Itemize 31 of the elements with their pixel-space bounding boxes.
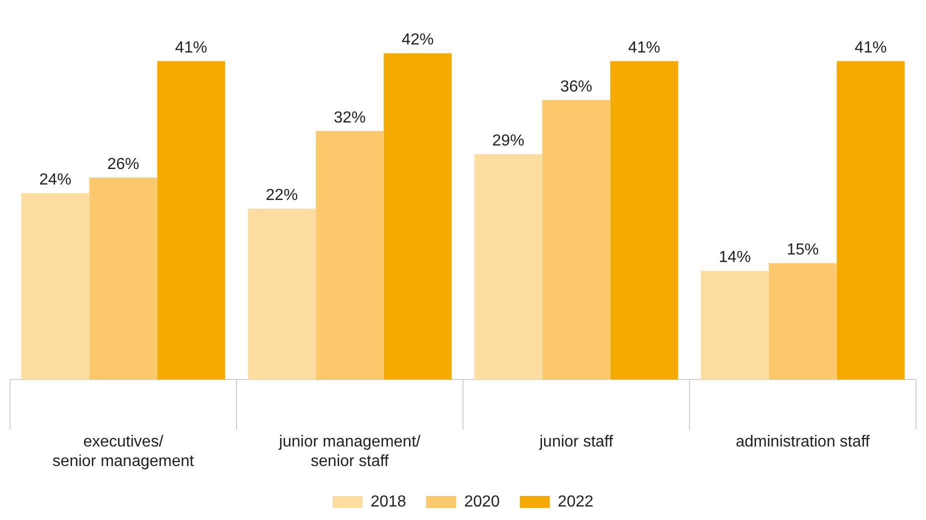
bar: [157, 61, 226, 380]
data-label: 24%: [39, 172, 72, 189]
data-label: 41%: [854, 39, 887, 56]
x-tick-label: junior management/ senior staff: [278, 434, 422, 470]
bar: [474, 154, 542, 380]
data-label: 26%: [107, 156, 140, 174]
data-label: 22%: [266, 187, 298, 204]
bar: [316, 130, 384, 380]
legend-label: 2022: [558, 493, 594, 510]
bar: [21, 193, 90, 380]
data-label: 29%: [492, 132, 524, 150]
bar: [542, 100, 610, 380]
legend-label: 2020: [464, 493, 500, 510]
bar: [89, 178, 158, 380]
x-tick-label: junior staff: [538, 434, 614, 451]
bar: [384, 53, 452, 380]
bar: [768, 263, 837, 380]
legend-label: 2018: [370, 493, 406, 510]
data-label: 32%: [334, 109, 366, 126]
data-label: 14%: [718, 249, 751, 266]
data-label: 42%: [402, 32, 434, 49]
bar: [248, 208, 316, 380]
bar: [700, 270, 769, 380]
data-label: 36%: [560, 78, 592, 96]
bar: [836, 61, 905, 380]
data-label: 41%: [628, 39, 660, 56]
data-label: 15%: [786, 241, 819, 258]
x-tick-label: executives/ senior management: [52, 434, 195, 470]
x-tick-label: administration staff: [736, 434, 870, 451]
bar: [610, 61, 678, 380]
data-label: 41%: [175, 39, 208, 56]
